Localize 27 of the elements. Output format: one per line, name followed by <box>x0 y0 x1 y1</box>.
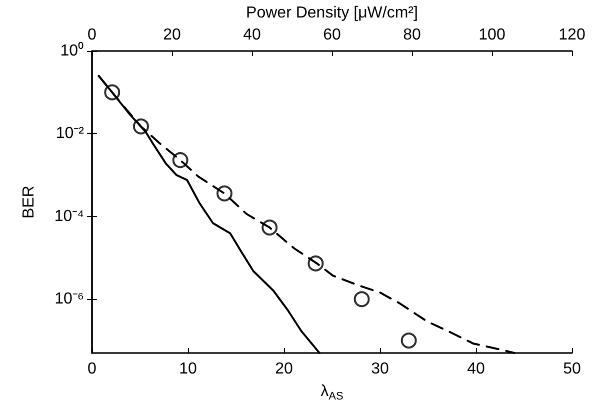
x-tick-label: 10 <box>179 360 197 378</box>
x2-tick-label: 0 <box>88 26 97 44</box>
x2-tick-label: 120 <box>558 26 586 44</box>
x2-axis-title: Power Density [μW/cm²] <box>246 4 418 22</box>
point <box>172 152 188 168</box>
point <box>132 118 149 134</box>
x2-tick-label: 80 <box>403 26 421 44</box>
y-tick-label: 10⁻⁶ <box>54 290 84 308</box>
y-axis-title: BER <box>20 186 38 218</box>
y-tick-label: 10⁻² <box>56 125 85 142</box>
point <box>354 291 370 308</box>
x2-tick-label: 100 <box>478 26 506 44</box>
x2-tick-label: 40 <box>243 26 261 44</box>
x2-tick-label: 60 <box>323 26 341 44</box>
point <box>400 332 417 349</box>
point <box>308 255 324 272</box>
point <box>104 84 120 100</box>
y-tick-label: 10⁰ <box>60 42 84 60</box>
x-tick-label: 20 <box>275 360 293 378</box>
point <box>262 220 278 236</box>
point <box>216 185 232 202</box>
x2-tick-label: 20 <box>163 26 181 44</box>
x-tick-label: 30 <box>371 360 389 378</box>
y-tick-label: 10⁻⁴ <box>54 208 84 225</box>
x-tick-label: 50 <box>563 360 581 378</box>
x-tick-label: 0 <box>88 360 97 378</box>
x-tick-label: 40 <box>467 360 485 378</box>
